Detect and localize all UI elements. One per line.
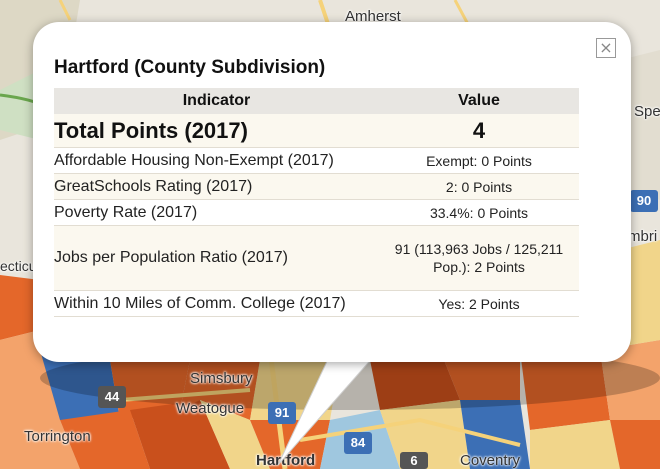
total-label: Total Points (2017)	[54, 114, 379, 148]
value-cell: Yes: 2 Points	[379, 290, 579, 317]
map-area	[370, 350, 460, 410]
interstate-84-shield-icon: 84	[344, 432, 372, 454]
map-area	[200, 400, 270, 469]
value-cell: 2: 0 Points	[379, 173, 579, 200]
table-row: Poverty Rate (2017) 33.4%: 0 Points	[54, 199, 579, 226]
indicator-cell: Affordable Housing Non-Exempt (2017)	[54, 147, 379, 174]
map-label-ecticu: ecticu	[0, 258, 37, 274]
map-area	[460, 400, 530, 469]
map-area	[530, 420, 620, 469]
route-44-shield-icon: 44	[98, 386, 126, 408]
map-label-weatogue: Weatogue	[176, 400, 245, 417]
map-label-spe: Spe	[634, 103, 660, 120]
value-cell: 91 (113,963 Jobs / 125,211 Pop.): 2 Poin…	[379, 225, 579, 291]
map-area	[0, 275, 40, 340]
map-area	[520, 350, 610, 430]
indicator-cell: GreatSchools Rating (2017)	[54, 173, 379, 200]
interstate-91-shield-icon: 91	[268, 402, 296, 424]
map-area	[380, 400, 470, 469]
column-header-indicator: Indicator	[54, 88, 379, 114]
route-6-shield-icon: 6	[400, 452, 428, 469]
map-area	[610, 420, 660, 469]
column-header-value: Value	[379, 88, 579, 114]
map-label-mbri: mbri	[628, 228, 658, 245]
road	[58, 0, 72, 21]
total-value: 4	[379, 114, 579, 148]
map-label-hartford: Hartford	[256, 452, 316, 469]
indicator-table: Indicator Value Total Points (2017) 4 Af…	[54, 88, 579, 317]
map-area	[440, 350, 520, 400]
map-area	[60, 410, 150, 469]
value-cell: Exempt: 0 Points	[379, 147, 579, 174]
value-cell: 33.4%: 0 Points	[379, 199, 579, 226]
map-label-simsbury: Simsbury	[190, 370, 253, 387]
interstate-90-shield-icon: 90	[630, 190, 658, 212]
indicator-cell: Poverty Rate (2017)	[54, 199, 379, 226]
table-row: GreatSchools Rating (2017) 2: 0 Points	[54, 173, 579, 200]
popup-title: Hartford (County Subdivision)	[54, 57, 326, 78]
table-row: Jobs per Population Ratio (2017) 91 (113…	[54, 225, 579, 291]
table-row: Within 10 Miles of Comm. College (2017) …	[54, 290, 579, 317]
close-popup-button[interactable]: ×	[596, 38, 616, 58]
indicator-cell: Jobs per Population Ratio (2017)	[54, 225, 379, 291]
map-label-amherst: Amherst	[345, 8, 401, 25]
map-area	[180, 360, 260, 420]
indicator-cell: Within 10 Miles of Comm. College (2017)	[54, 290, 379, 317]
map-area	[130, 400, 230, 469]
map-label-coventry: Coventry	[460, 452, 521, 469]
table-row: Affordable Housing Non-Exempt (2017) Exe…	[54, 147, 579, 174]
road	[119, 388, 251, 402]
popup-tail-joint	[328, 350, 378, 360]
table-row-total: Total Points (2017) 4	[54, 114, 579, 148]
map-label-torrington: Torrington	[24, 428, 91, 445]
map-area	[0, 420, 80, 469]
